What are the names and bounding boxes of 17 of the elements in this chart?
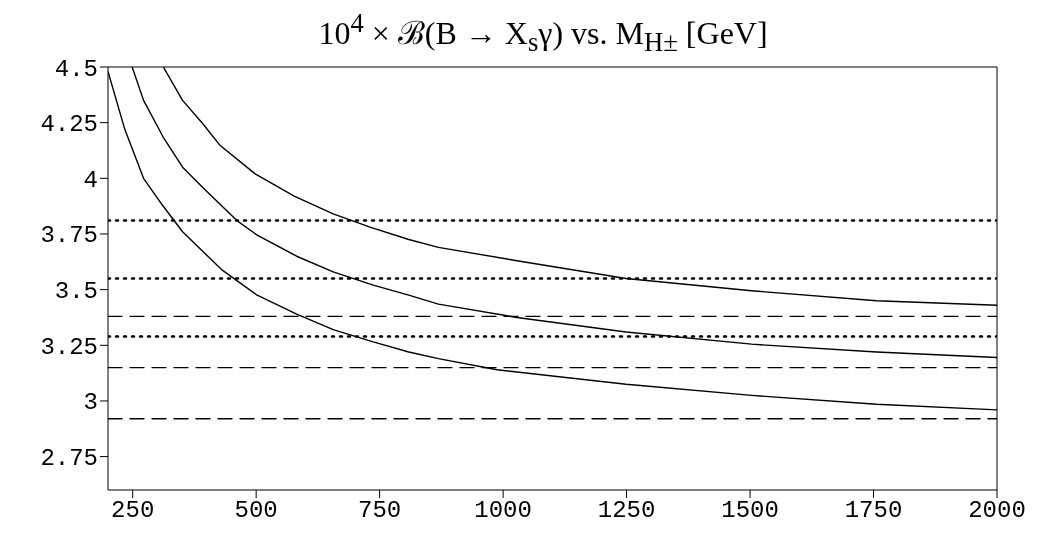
- y-tick-label: 3.25: [40, 333, 98, 361]
- x-tick-label: 500: [234, 497, 278, 525]
- x-tick-label: 1000: [474, 497, 532, 525]
- x-tick-label: 1500: [721, 497, 779, 525]
- chart-title: 10$^{4}$ × ℬ(B → X$_{s}$γ) vs. M$_{H±}$ [GeV]: [317, 8, 769, 58]
- x-tick-label: 1750: [844, 497, 903, 525]
- x-tick-label: 750: [358, 497, 402, 525]
- y-tick-label: 2.75: [40, 445, 98, 473]
- y-tick-label: 3.75: [40, 222, 98, 250]
- y-tick-label: 4.25: [40, 111, 98, 139]
- y-tick-label: 3.5: [54, 278, 98, 306]
- y-tick-label: 3: [83, 389, 98, 417]
- y-tick-label: 4: [83, 166, 98, 194]
- x-tick-label: 1250: [597, 497, 656, 525]
- y-tick-label: 4.5: [54, 55, 98, 83]
- x-tick-label: 250: [111, 497, 155, 525]
- x-tick-label: 2000: [968, 497, 1026, 525]
